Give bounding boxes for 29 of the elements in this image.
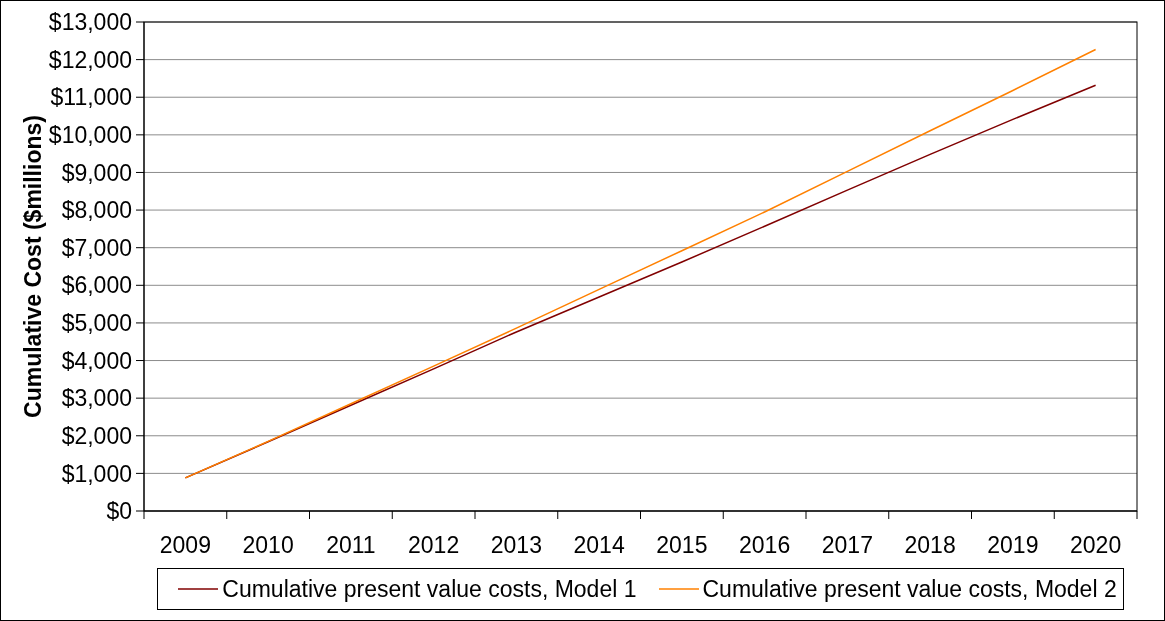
y-tick-label: $10,000 — [48, 122, 132, 149]
legend-label: Cumulative present value costs, Model 1 — [222, 575, 637, 603]
y-tick-label: $5,000 — [61, 310, 132, 337]
y-tick-label: $2,000 — [61, 422, 132, 449]
x-tick-label: 2011 — [326, 532, 376, 558]
x-tick-label: 2020 — [1070, 532, 1122, 558]
x-tick-label: 2015 — [656, 532, 708, 558]
x-tick-label: 2019 — [987, 532, 1039, 558]
y-tick-label: $4,000 — [61, 347, 132, 374]
x-tick-label: 2016 — [739, 532, 791, 558]
y-tick-label: $1,000 — [61, 460, 132, 487]
x-tick-label: 2014 — [573, 532, 625, 558]
x-tick-label: 2010 — [242, 532, 294, 558]
x-tick-label: 2017 — [821, 532, 873, 558]
y-tick-label: $9,000 — [61, 159, 132, 186]
y-tick-label: $3,000 — [61, 385, 132, 412]
y-tick-label: $6,000 — [61, 272, 132, 299]
y-axis-title: Cumulative Cost ($millions) — [20, 115, 46, 418]
y-tick-label: $13,000 — [48, 9, 132, 36]
x-tick-label: 2018 — [904, 532, 956, 558]
y-tick-label: $0 — [106, 498, 132, 525]
x-tick-label: 2012 — [408, 532, 460, 558]
x-tick-label: 2009 — [159, 532, 211, 558]
legend-label: Cumulative present value costs, Model 2 — [702, 575, 1117, 603]
y-tick-label: $7,000 — [61, 234, 132, 261]
y-tick-label: $8,000 — [61, 197, 132, 224]
x-tick-label: 2013 — [490, 532, 542, 558]
y-tick-label: $11,000 — [50, 84, 132, 111]
y-tick-label: $12,000 — [48, 46, 132, 73]
